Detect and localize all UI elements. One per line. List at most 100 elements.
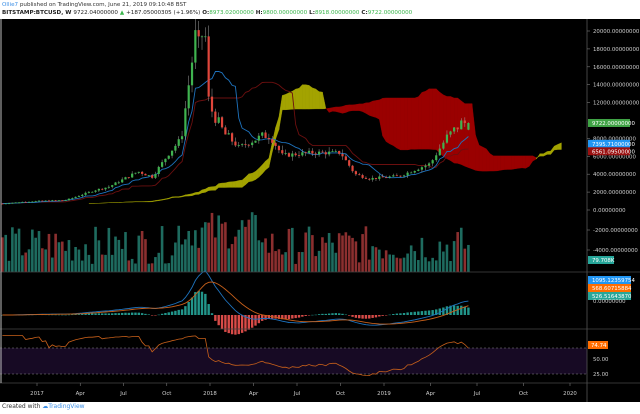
candle-body [241,144,244,146]
ichimoku-cloud-segment [165,197,169,200]
candle-body [61,200,64,202]
volume-bar [351,237,354,272]
candle-body [244,144,247,146]
macd-histogram-bar [442,307,445,315]
macd-histogram-bar [354,315,358,318]
ichimoku-cloud-segment [305,84,310,110]
macd-histogram-bar [240,315,244,333]
macd-histogram-bar [204,293,207,315]
ichimoku-cloud-segment [518,155,523,169]
rsi-band-fill [0,348,587,374]
candle-body [431,160,434,164]
ichimoku-cloud-segment [396,97,401,151]
ichimoku-cloud-segment [443,94,448,160]
ichimoku-cloud-segment [486,148,491,172]
macd-histogram-bar [348,315,351,316]
time-axis-label: Jul [119,391,127,397]
macd-pane[interactable] [1,270,470,335]
macd-histogram-bar [210,313,214,315]
ichimoku-cloud-segment [258,164,263,178]
volume-bar [230,244,234,272]
macd-histogram-bar [381,315,384,316]
ichimoku-cloud-segment [407,97,412,151]
volume-bar [177,225,181,272]
candle-body [460,120,463,130]
macd-histogram-bar [180,309,184,315]
ichimoku-cloud-segment [500,155,505,171]
volume-bar [24,252,27,272]
volume-bar [97,240,101,272]
chart-canvas[interactable]: 20000.00000000 18000.00000000 16000.000000… [0,19,640,402]
candle-body [64,200,67,202]
volume-bar [284,252,287,272]
ichimoku-cloud-segment [231,181,236,188]
ichimoku-cloud-segment [393,97,398,149]
candle-body [358,174,361,176]
ichimoku-cloud-segment [235,180,239,188]
ichimoku-cloud-segment [410,97,415,150]
kijun-line [2,81,469,204]
volume-bar [1,237,4,272]
time-axis-label: Oct [336,391,345,397]
ichimoku-cloud-segment [536,153,541,160]
candle-body [424,165,427,168]
candle-body [297,155,301,156]
macd-histogram-bar [264,315,267,320]
candle-body [227,133,230,135]
price-tag-label: 7395.71000000 [592,142,635,148]
volume-bar [467,244,470,272]
rsi-pane[interactable] [0,335,587,377]
macd-histogram-bar [134,312,137,315]
macd-histogram-bar [358,315,361,319]
candle-body [174,145,177,151]
candle-body [151,175,154,178]
volume-bar [378,249,381,272]
candle-body [7,203,11,205]
time-axis-label: 2020 [563,391,577,397]
ichimoku-cloud-segment [550,145,555,155]
author-link[interactable]: Ollie7 [2,2,19,8]
candle-body [121,179,124,183]
ichimoku-cloud-segment [325,107,330,114]
candle-body [364,177,368,179]
volume-bar [64,250,67,272]
macd-histogram-bar [314,314,317,316]
tradingview-brand-link[interactable]: TradingView [48,403,85,410]
candle-body [435,155,438,161]
macd-histogram-bar [364,315,368,319]
volume-bar [311,235,314,272]
price-tag [588,256,614,264]
macd-histogram-bar [184,306,187,315]
ichimoku-cloud-segment [369,100,373,117]
ichimoku-cloud-segment [345,104,350,113]
candle-body [111,185,114,187]
candle-body [463,120,466,124]
macd-histogram-bar [47,314,51,316]
volume-bar [395,257,399,272]
candle-body [214,111,217,123]
volume-bar [334,252,338,272]
ichimoku-cloud-segment [225,181,229,188]
macd-histogram-bar [413,311,416,315]
macd-histogram-bar [374,315,378,318]
volume-bar [144,239,147,272]
macd-histogram-bar [144,313,147,315]
ichimoku-cloud-segment [198,189,203,195]
chart-svg[interactable]: 20000.00000000 18000.00000000 16000.000000… [0,19,640,402]
volume-bar [274,251,277,272]
candle-body [395,175,398,177]
candle-body [267,137,270,140]
macd-histogram-bar [174,310,177,315]
time-axis-label: Apr [76,391,86,397]
candle-body [301,152,304,156]
volume-bar [431,257,434,272]
candle-body [338,150,341,154]
ichimoku-cloud-segment [403,97,408,151]
price-pane[interactable] [1,19,562,205]
ichimoku-cloud-segment [218,182,223,188]
time-axis-label: Oct [519,391,528,397]
price-axis-label: 14000.00000000 [593,83,640,89]
volume-bar [314,256,318,272]
volume-bar [374,247,378,272]
candle-body [101,188,104,190]
